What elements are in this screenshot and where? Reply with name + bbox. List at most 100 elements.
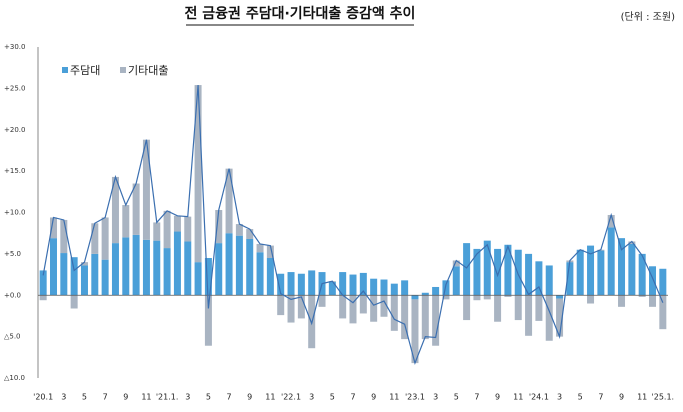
bar: [494, 295, 502, 322]
unit-label: (단위 : 조원): [621, 10, 675, 23]
bar: [349, 274, 357, 296]
bar: [49, 217, 57, 239]
bar: [308, 270, 316, 296]
x-tick-label: 3: [309, 393, 314, 402]
x-tick-label: '20.1: [33, 393, 53, 402]
bar: [349, 295, 357, 324]
bar: [483, 240, 491, 296]
bar: [401, 280, 409, 296]
y-tick-label: +20.0: [4, 126, 25, 134]
bar: [80, 262, 88, 266]
bar: [638, 295, 646, 297]
bar: [256, 252, 264, 296]
bar: [535, 261, 543, 296]
bar: [473, 295, 481, 301]
bar: [649, 295, 657, 307]
bar: [411, 299, 419, 364]
bar: [132, 183, 140, 235]
bar: [111, 243, 119, 296]
x-tick-label: '21.1.: [156, 393, 179, 402]
x-tick-label: 11: [141, 393, 151, 402]
y-tick-label: △5.0: [4, 333, 21, 341]
y-tick-label: △10.0: [4, 374, 25, 382]
bar: [297, 273, 305, 296]
bar: [277, 295, 285, 316]
bar: [39, 295, 47, 301]
bar: [153, 240, 161, 296]
x-tick-label: 9: [619, 393, 624, 402]
x-tick-label: 11: [389, 393, 399, 402]
bar: [525, 253, 533, 296]
bar: [225, 233, 233, 296]
bar: [246, 229, 254, 239]
bar: [576, 249, 584, 296]
bar: [556, 298, 564, 337]
x-tick-label: 7: [598, 393, 603, 402]
y-tick-label: +5.0: [4, 250, 21, 258]
bar: [514, 295, 522, 321]
x-tick-label: 9: [247, 393, 252, 402]
bar: [359, 272, 367, 296]
bar: [122, 205, 130, 238]
bar: [287, 295, 295, 323]
x-tick-label: 5: [578, 393, 583, 402]
x-tick-label: 3: [61, 393, 66, 402]
x-tick-label: 7: [103, 393, 108, 402]
y-tick-label: +0.0: [4, 291, 21, 299]
bar: [184, 241, 192, 296]
x-tick-label: 5: [82, 393, 87, 402]
bar: [153, 222, 161, 241]
bar: [494, 248, 502, 296]
x-tick-label: 5: [206, 393, 211, 402]
bar: [432, 295, 440, 346]
x-tick-label: 7: [350, 393, 355, 402]
bar: [514, 249, 522, 296]
bar: [101, 217, 109, 260]
bar: [277, 273, 285, 296]
bar: [432, 286, 440, 296]
bar: [442, 280, 450, 296]
x-tick-label: 3: [557, 393, 562, 402]
bar: [194, 85, 202, 263]
bar: [339, 295, 347, 319]
bar: [370, 295, 378, 322]
x-tick-label: 3: [433, 393, 438, 402]
bar: [659, 295, 667, 330]
bar: [215, 243, 223, 296]
bar: [80, 265, 88, 296]
bar: [401, 295, 409, 340]
bar: [235, 235, 243, 296]
bar: [535, 295, 543, 321]
bar: [411, 295, 419, 300]
bar: [70, 257, 78, 296]
bar: [173, 215, 181, 232]
bar: [463, 295, 471, 321]
x-tick-label: 9: [123, 393, 128, 402]
bar: [266, 245, 274, 259]
bar: [659, 268, 667, 296]
bar: [204, 295, 212, 346]
bar: [91, 253, 99, 296]
bar: [442, 295, 450, 300]
bar: [91, 223, 99, 254]
bar: [607, 214, 615, 228]
bar: [597, 250, 605, 296]
bar: [163, 210, 171, 249]
bar: [525, 295, 533, 336]
bar: [473, 248, 481, 296]
bar: [328, 282, 336, 296]
y-tick-label: +10.0: [4, 209, 25, 217]
bar: [380, 279, 388, 296]
bar: [297, 295, 305, 319]
bar: [60, 253, 68, 296]
bar: [266, 258, 274, 296]
bar: [618, 238, 626, 296]
bar: [607, 227, 615, 296]
bar: [163, 248, 171, 296]
bar: [638, 253, 646, 296]
x-tick-label: 5: [454, 393, 459, 402]
legend-swatch: [120, 67, 126, 73]
bar: [235, 224, 243, 236]
bar: [380, 295, 388, 317]
